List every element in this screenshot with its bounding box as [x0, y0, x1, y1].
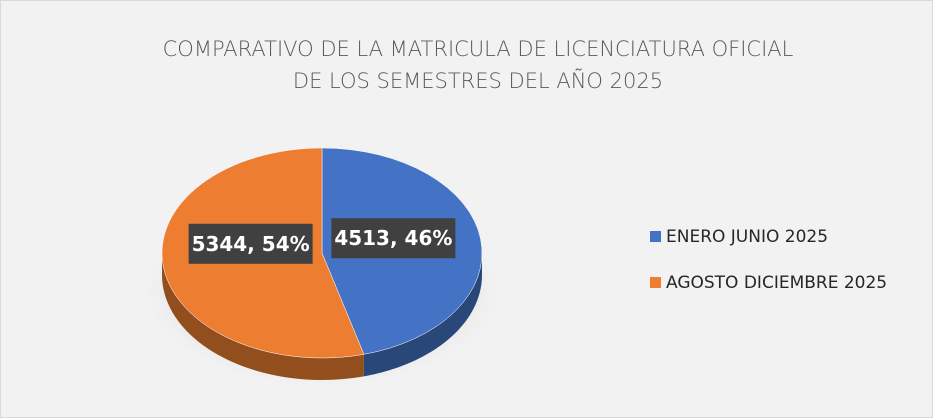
- data-labels: 4513, 46% 5344, 54%: [188, 218, 456, 264]
- data-label-box: [331, 218, 456, 259]
- legend-swatch: [650, 231, 661, 242]
- legend-swatch: [650, 277, 661, 288]
- pie-side: [162, 253, 364, 380]
- chart-title: COMPARATIVO DE LA MATRICULA DE LICENCIAT…: [163, 37, 794, 61]
- data-label: 5344, 54%: [192, 232, 310, 256]
- data-label: 4513, 46%: [334, 226, 452, 250]
- legend-label: AGOSTO DICIEMBRE 2025: [666, 273, 887, 293]
- pie: [161, 147, 483, 380]
- legend: ENERO JUNIO 2025 AGOSTO DICIEMBRE 2025: [650, 227, 887, 293]
- data-label-box: [188, 223, 313, 264]
- legend-label: ENERO JUNIO 2025: [666, 227, 828, 247]
- chart-title: DE LOS SEMESTRES DEL AÑO 2025: [293, 68, 663, 93]
- pie-side: [363, 253, 482, 377]
